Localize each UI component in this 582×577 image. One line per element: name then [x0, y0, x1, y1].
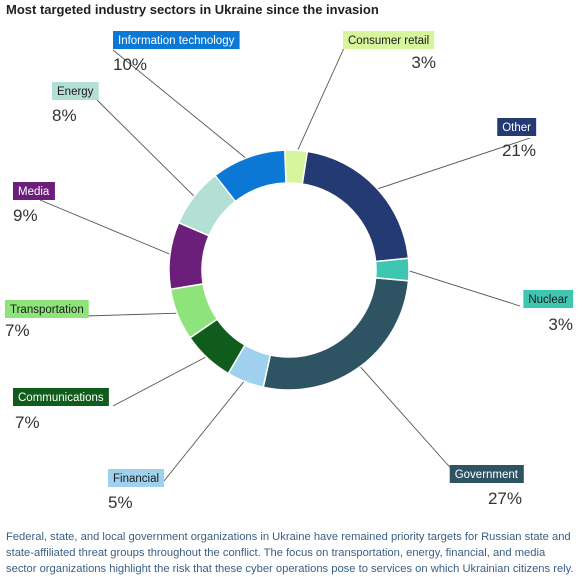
- slice-other: [301, 150, 410, 263]
- category-label-financial: Financial: [113, 473, 159, 485]
- donut-slices: [168, 149, 410, 391]
- percent-label-media: 9%: [13, 206, 38, 225]
- category-label-transportation: Transportation: [10, 304, 84, 316]
- percent-label-transportation: 7%: [5, 321, 30, 340]
- category-box-media: [13, 182, 55, 200]
- category-box-nuclear: [523, 290, 574, 308]
- category-box-financial: [108, 469, 165, 487]
- category-label-media: Media: [18, 186, 50, 198]
- percent-label-nuclear: 3%: [548, 315, 573, 334]
- donut-chart: Consumer retail 3% Other 21% Nuclear 3% Govern…: [5, 31, 574, 512]
- category-label-communications: Communications: [18, 392, 104, 404]
- percent-label-financial: 5%: [108, 493, 133, 512]
- percent-label-information-technology: 10%: [113, 55, 147, 74]
- chart-caption: Federal, state, and local government org…: [6, 531, 574, 575]
- percent-label-consumer-retail: 3%: [411, 53, 436, 72]
- category-box-communications: [13, 388, 109, 406]
- category-box-government: [449, 465, 524, 483]
- category-label-nuclear: Nuclear: [528, 294, 568, 306]
- percent-label-other: 21%: [502, 141, 536, 160]
- leader-line-financial: [163, 377, 248, 482]
- category-label-energy: Energy: [57, 86, 94, 98]
- leader-line-other: [373, 137, 531, 191]
- slice-government: [262, 277, 410, 391]
- slice-labels: Consumer retail 3% Other 21% Nuclear 3% Govern…: [5, 31, 574, 512]
- category-label-other: Other: [502, 122, 531, 134]
- percent-label-communications: 7%: [15, 413, 40, 432]
- category-box-information-technology: [113, 31, 240, 49]
- slice-nuclear: [374, 257, 410, 282]
- leader-line-government: [357, 363, 456, 474]
- category-label-consumer-retail: Consumer retail: [348, 35, 429, 47]
- category-box-transportation: [5, 300, 89, 318]
- leader-lines: [39, 47, 531, 482]
- chart-title: Most targeted industry sectors in Ukrain…: [6, 2, 379, 17]
- category-label-information-technology: Information technology: [118, 35, 235, 47]
- category-box-other: [497, 118, 537, 136]
- leader-line-media: [39, 199, 175, 257]
- category-box-energy: [52, 82, 99, 100]
- category-label-government: Government: [455, 469, 519, 481]
- slice-information-technology: [214, 149, 287, 203]
- percent-label-energy: 8%: [52, 106, 77, 125]
- percent-label-government: 27%: [488, 489, 522, 508]
- leader-line-information-technology: [112, 49, 250, 162]
- leader-line-nuclear: [404, 269, 521, 307]
- leader-line-energy: [96, 99, 198, 200]
- leader-line-communications: [112, 354, 211, 407]
- leader-line-transportation: [85, 312, 182, 317]
- category-box-consumer-retail: [343, 31, 435, 49]
- leader-line-consumer-retail: [295, 47, 345, 155]
